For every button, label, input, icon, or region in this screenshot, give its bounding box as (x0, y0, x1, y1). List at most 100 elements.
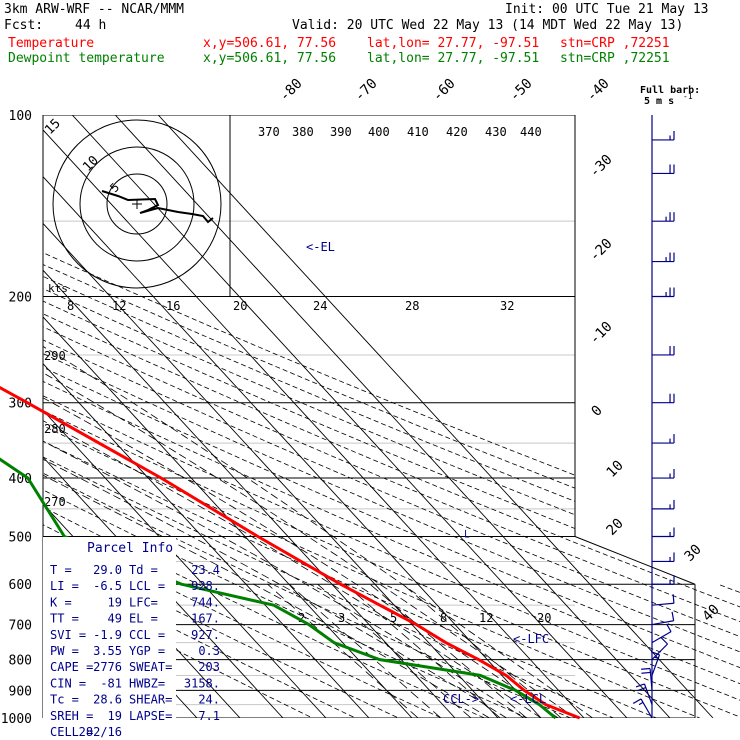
parcel-box-bg (43, 537, 176, 718)
dry-adiabat (43, 472, 572, 718)
dry-adiabat (43, 353, 740, 653)
wind-barb-shaft (651, 602, 674, 606)
parcel-key2: LAPSE= (129, 709, 172, 723)
wind-barb-flag (641, 667, 651, 670)
lcl-marker: <-LCL (510, 692, 546, 706)
parcel-key: CELL = (50, 725, 93, 739)
model-label: 3km ARW-WRF -- NCAR/MMM (4, 2, 185, 17)
parcel-key2: EL = (129, 612, 158, 626)
frame-diagonal (574, 536, 696, 585)
right-mask (575, 113, 740, 585)
dew-latlon: lat,lon= 27.77, -97.51 (367, 51, 540, 66)
parcel-key: Tc = (50, 693, 79, 707)
wind-barb-flag (666, 623, 672, 632)
theta-left-label: 270 (44, 495, 66, 509)
el-marker: <-EL (306, 240, 335, 254)
moist-adiabat (43, 474, 490, 718)
parcel-key2: SWEAT= (129, 660, 172, 674)
wind-barb-flag (632, 698, 642, 704)
isotherm-line (43, 129, 585, 718)
parcel-value: 282/16 (79, 725, 122, 739)
temp-xy: x,y=506.61, 77.56 (203, 36, 337, 51)
theta-label: 420 (446, 125, 468, 139)
isotherm-label: -60 (430, 76, 459, 105)
hodo-speed-label: 8 (67, 299, 74, 313)
isobar-label: 700 (9, 619, 32, 634)
theta-label: 440 (520, 125, 542, 139)
wind-barb-shaft (651, 620, 674, 626)
parcel-key2: SHEAR= (129, 693, 172, 707)
dewpoint-legend: Dewpoint temperature (8, 51, 165, 66)
dry-adiabat (43, 410, 740, 718)
parcel-value: 19 (108, 595, 122, 609)
parcel-key: LI = (50, 579, 79, 593)
theta-label: 380 (292, 125, 314, 139)
isotherm-line (43, 176, 542, 718)
dry-adiabat (43, 489, 529, 718)
wind-barb-shaft (651, 643, 668, 660)
wind-barb-flag (671, 611, 675, 621)
parcel-key: SREH = (50, 709, 93, 723)
dry-adiabat (43, 425, 701, 718)
parcel-value: -6.5 (93, 579, 122, 593)
isotherm-line (43, 316, 413, 718)
parcel-value: 49 (108, 612, 122, 626)
parcel-value: 19 (108, 709, 122, 723)
parcel-key: PW = (50, 644, 79, 658)
hodo-ring (52, 119, 222, 289)
theta-label: 400 (368, 125, 390, 139)
parcel-value: 28.6 (93, 693, 122, 707)
dry-adiabat (43, 506, 486, 718)
parcel-value: -81 (100, 676, 122, 690)
dry-adiabat (43, 264, 740, 552)
isobar-label: 500 (9, 530, 32, 545)
parcel-value: 2776 (93, 660, 122, 674)
temperature-legend: Temperature (8, 36, 95, 51)
mixing-ratio-label: 2 (298, 611, 305, 625)
dew-xy: x,y=506.61, 77.56 (203, 51, 337, 66)
hodo-kts-label: kts (48, 282, 68, 295)
moist-adiabat (43, 420, 542, 718)
mixing-ratio-line (402, 583, 562, 718)
barb-legend-exp: -1 (683, 92, 693, 101)
parcel-key: K = (50, 595, 72, 609)
hodo-speed-label: 32 (500, 299, 514, 313)
dry-adiabat (43, 580, 314, 718)
parcel-value2: 23.4 (191, 563, 220, 577)
isotherm-line (43, 269, 456, 718)
barb-legend-line2: 5 m s (644, 96, 674, 107)
hodo-ring-label: 10 (80, 153, 102, 175)
isobar-label: 1000 (1, 712, 32, 727)
hodograph-trace (101, 190, 214, 224)
parcel-value: 29.0 (93, 563, 122, 577)
hodo-ring (106, 173, 168, 235)
parcel-key: CAPE = (50, 660, 93, 674)
isotherm-line (114, 115, 671, 718)
parcel-key2: Td = (129, 563, 158, 577)
temperature-profile (0, 386, 581, 720)
parcel-key: SVI = (50, 628, 86, 642)
dew-stn: stn=CRP ,72251 (560, 51, 670, 66)
mixing-ratio-label: 5 (390, 611, 397, 625)
wind-barb-shaft (640, 698, 653, 719)
mixing-ratio-label: 20 (537, 611, 551, 625)
isotherm-line (43, 362, 370, 718)
parcel-value2: 3158. (184, 676, 220, 690)
isotherm-label: -50 (507, 76, 536, 105)
barb-legend-line1: Full barb: (640, 85, 700, 96)
isotherm-label: 40 (700, 602, 723, 625)
valid-label: Valid: 20 UTC Wed 22 May 13 (14 MDT Wed … (292, 18, 684, 33)
mixing-ratio-label: 8 (440, 611, 447, 625)
wind-barb-flag (638, 701, 644, 706)
moist-adiabat (43, 397, 559, 718)
parcel-value: 3.55 (93, 644, 122, 658)
hodo-speed-label: 28 (405, 299, 419, 313)
wind-barb-shaft (651, 631, 672, 644)
parcel-value2: 24. (198, 693, 220, 707)
wind-barb-flag (641, 671, 651, 674)
mixing-ratio-label: 12 (479, 611, 493, 625)
theta-left-label: 290 (44, 349, 66, 363)
header: 3km ARW-WRF -- NCAR/MMM Init: 00 UTC Tue… (0, 0, 740, 66)
isotherm-line (43, 409, 327, 718)
